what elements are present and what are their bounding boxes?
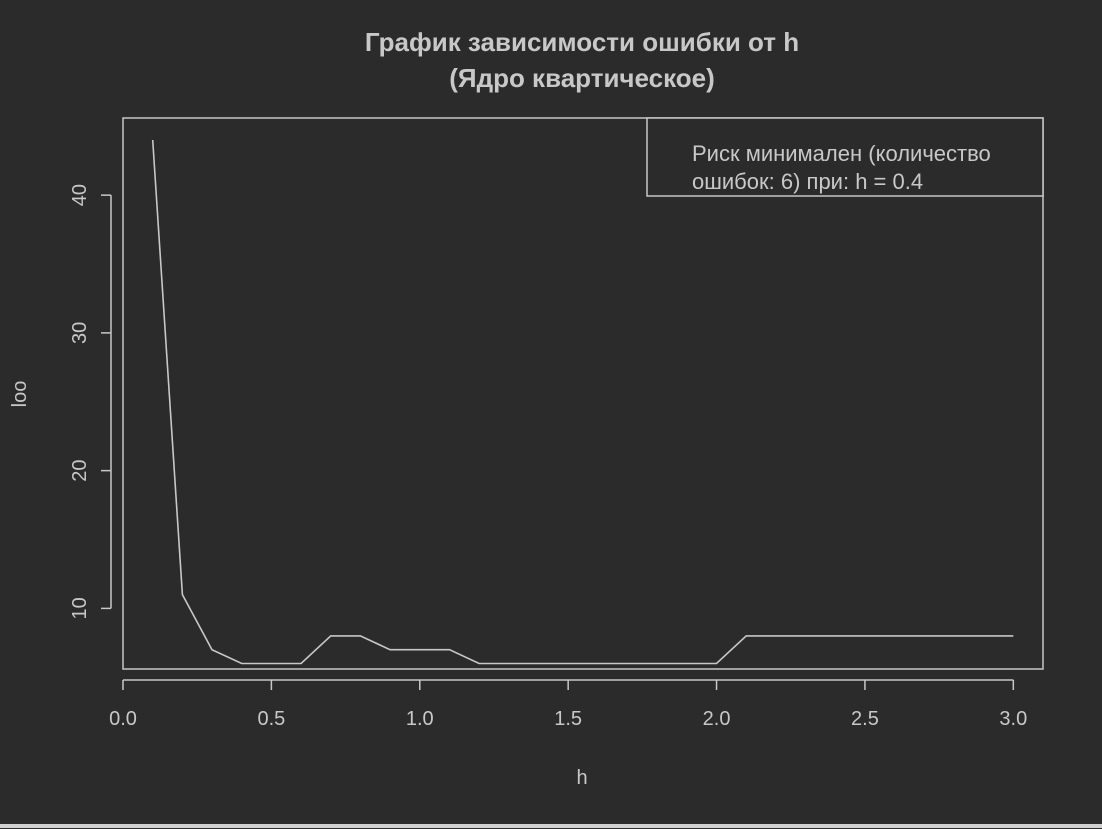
y-tick-label: 20: [69, 460, 91, 482]
x-axis-label: h: [576, 767, 587, 789]
legend-line-2: ошибок: 6) при: h = 0.4: [692, 169, 923, 194]
x-tick-label: 2.0: [703, 708, 731, 730]
chart-title: График зависимости ошибки от h: [365, 27, 799, 57]
plot-frame: [122, 117, 1044, 670]
y-tick-label: 40: [69, 184, 91, 206]
chart-subtitle: (Ядро квартическое): [449, 63, 715, 93]
x-tick-label: 3.0: [999, 708, 1027, 730]
y-tick-label: 30: [69, 322, 91, 344]
x-tick-label: 2.5: [851, 708, 879, 730]
x-tick-label: 0.5: [257, 708, 285, 730]
legend-line-1: Риск минимален (количество: [692, 141, 991, 166]
legend-box: [646, 117, 1044, 197]
x-axis: 0.0 0.5 1.0 1.5 2.0 2.5 3.0: [109, 679, 1027, 730]
x-tick-label: 1.0: [406, 708, 434, 730]
bottom-border: [0, 824, 1102, 828]
x-tick-label: 0.0: [109, 708, 137, 730]
loo-series-line: [151, 139, 1014, 665]
y-axis-label: loo: [9, 381, 31, 408]
legend: Риск минимален (количество ошибок: 6) пр…: [646, 117, 1044, 197]
x-tick-label: 1.5: [554, 708, 582, 730]
y-axis: 10 20 30 40: [69, 184, 112, 620]
y-tick-label: 10: [69, 597, 91, 619]
